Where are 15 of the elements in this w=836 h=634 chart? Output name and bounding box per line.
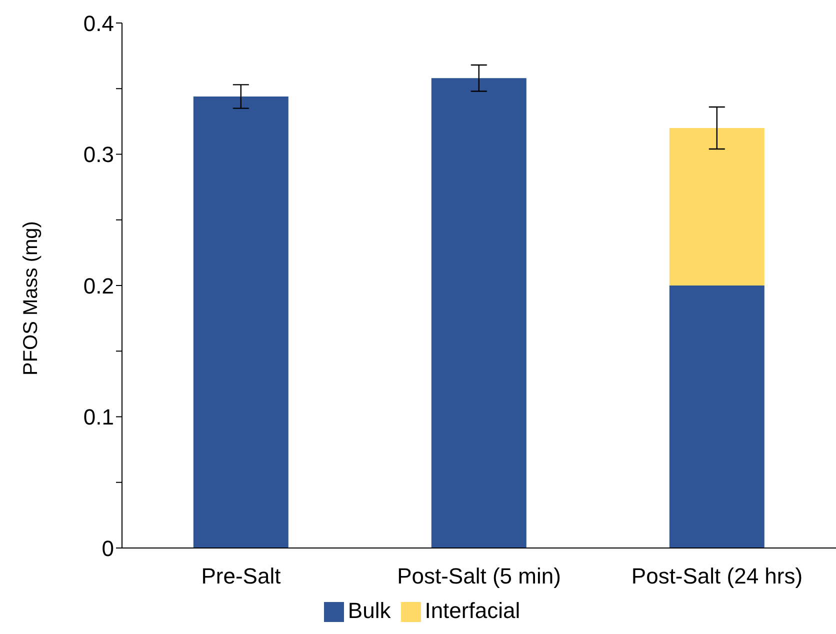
- y-tick-label: 0.1: [83, 404, 114, 430]
- bar: [669, 286, 764, 548]
- legend-label: Interfacial: [424, 598, 520, 623]
- y-tick-label: 0.3: [83, 142, 114, 168]
- x-tick-label: Post-Salt (24 hrs): [631, 564, 803, 589]
- y-axis-title: PFOS Mass (mg): [20, 221, 42, 376]
- bar: [669, 128, 764, 286]
- y-tick-label: 0.4: [83, 10, 114, 36]
- y-tick-label: 0: [102, 536, 114, 561]
- x-tick-label: Pre-Salt: [201, 564, 281, 589]
- bar: [431, 78, 526, 548]
- legend-label: Bulk: [348, 598, 391, 623]
- bar: [193, 96, 288, 548]
- y-tick-label: 0.2: [83, 273, 114, 298]
- x-tick-label: Post-Salt (5 min): [397, 564, 561, 589]
